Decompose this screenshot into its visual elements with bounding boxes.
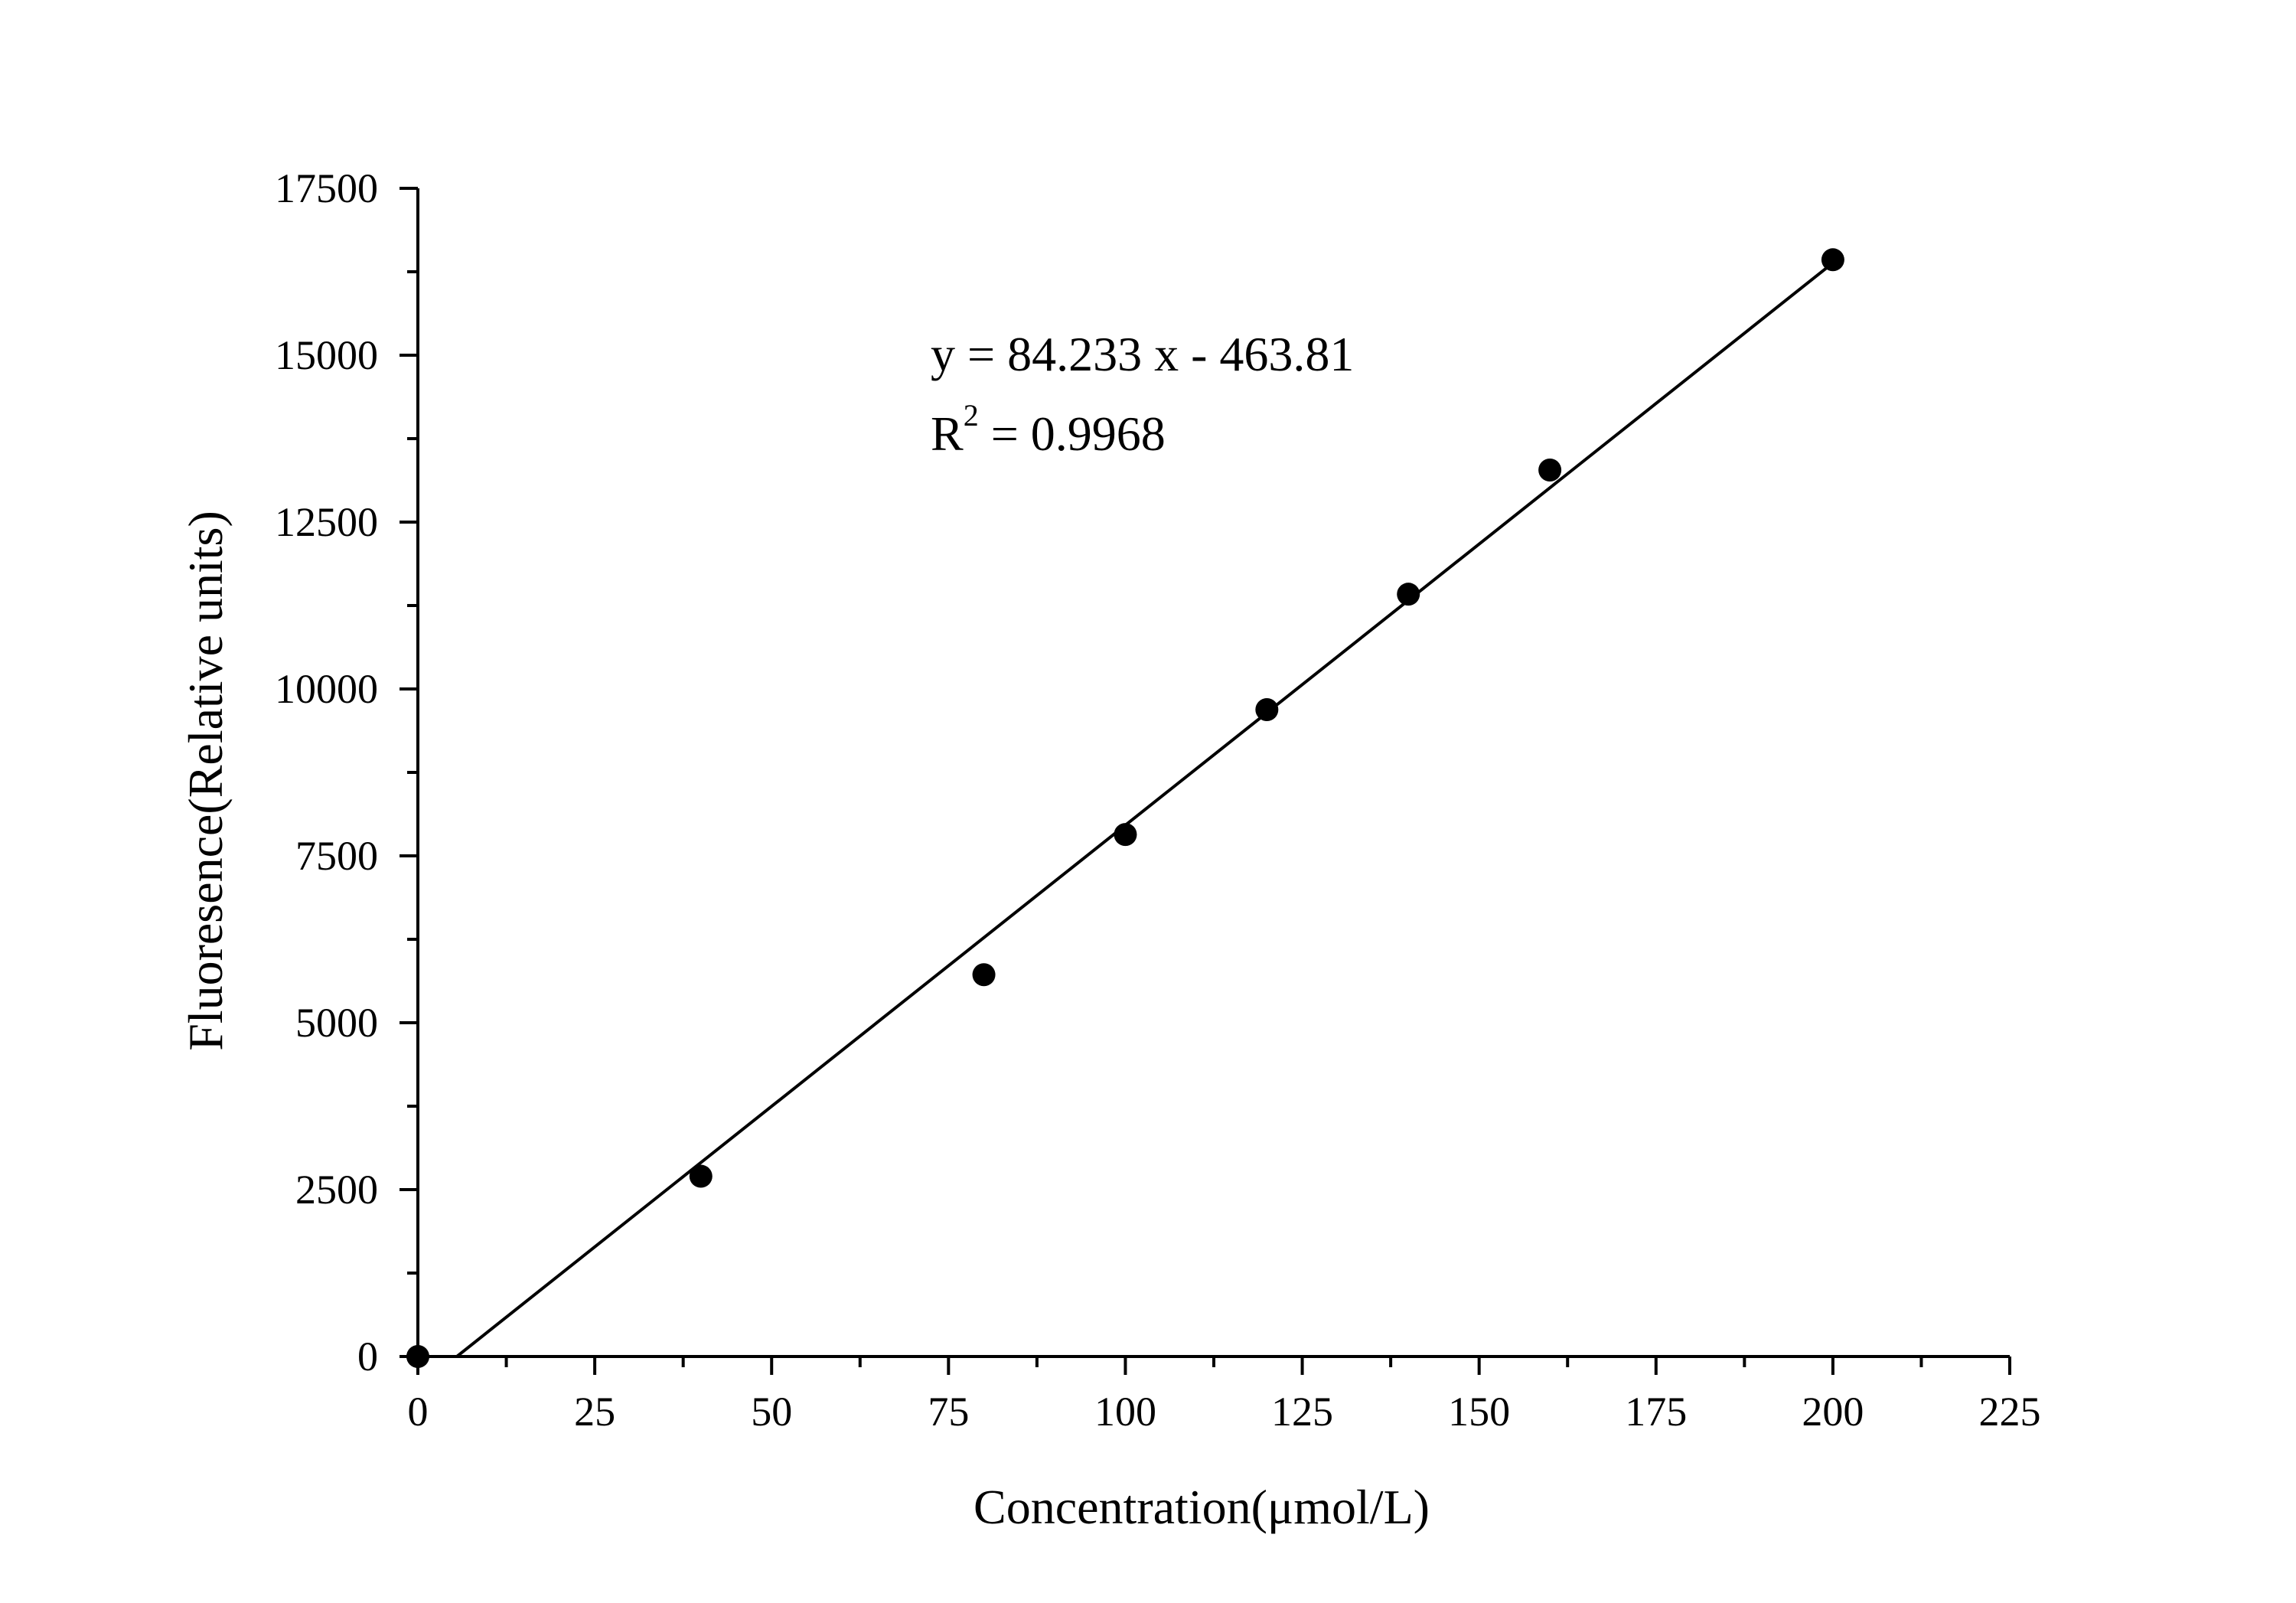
y-tick-label: 12500 <box>275 499 378 545</box>
x-tick-label: 25 <box>574 1389 615 1435</box>
y-tick-label: 7500 <box>295 833 378 879</box>
r-squared-value: = 0.9968 <box>979 406 1166 461</box>
y-tick-label: 10000 <box>275 666 378 712</box>
x-tick-label: 125 <box>1271 1389 1333 1435</box>
regression-equation: y = 84.233 x - 463.81 <box>931 327 1354 381</box>
y-tick-label: 0 <box>357 1334 378 1379</box>
data-point <box>1255 698 1279 722</box>
x-tick-label: 150 <box>1448 1389 1510 1435</box>
x-tick-label: 75 <box>928 1389 969 1435</box>
x-tick-label: 100 <box>1094 1389 1156 1435</box>
data-point <box>1538 458 1562 482</box>
x-tick-label: 225 <box>1979 1389 2041 1435</box>
data-point <box>1397 583 1420 606</box>
x-tick-label: 200 <box>1802 1389 1864 1435</box>
x-tick-label: 0 <box>408 1389 429 1435</box>
y-tick-label: 17500 <box>275 165 378 211</box>
data-point <box>1114 823 1137 847</box>
data-point <box>689 1164 713 1188</box>
data-point <box>406 1345 429 1368</box>
data-point <box>1821 248 1844 272</box>
fit-line <box>455 261 1835 1358</box>
x-axis-title: Concentration(μmol/L) <box>974 1480 1430 1534</box>
y-tick-label: 15000 <box>275 332 378 378</box>
y-tick-label: 2500 <box>295 1167 378 1213</box>
r-squared-annotation: R2 = 0.9968 <box>931 398 1166 461</box>
x-tick-label: 175 <box>1625 1389 1687 1435</box>
data-points <box>406 248 1844 1368</box>
data-point <box>972 963 996 987</box>
axes: 0 25 50 75 100 125 150 175 200 225 0 2500 5000 7500 10… <box>275 165 2041 1435</box>
r-squared-superscript: 2 <box>964 398 979 433</box>
fit-line-layer <box>455 261 1835 1358</box>
x-tick-label: 50 <box>751 1389 792 1435</box>
y-axis-title: Fluoresence(Relative units) <box>178 511 233 1051</box>
y-tick-label: 5000 <box>295 1000 378 1046</box>
r-squared-label: R <box>931 406 964 461</box>
